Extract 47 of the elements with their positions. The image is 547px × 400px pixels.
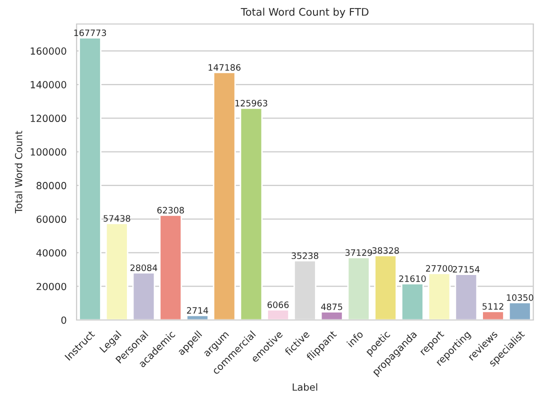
x-axis-title: Label bbox=[292, 383, 318, 391]
data-label: 10350 bbox=[506, 294, 534, 301]
y-tick-label: 140000 bbox=[30, 81, 66, 88]
y-tick-label: 0 bbox=[61, 316, 66, 324]
y-tick-label: 40000 bbox=[36, 249, 66, 257]
y-tick-label: 100000 bbox=[30, 148, 66, 156]
bar bbox=[347, 256, 370, 320]
data-label: 57438 bbox=[104, 215, 130, 222]
data-label: 147186 bbox=[208, 64, 240, 71]
bar bbox=[266, 309, 290, 320]
bar bbox=[294, 260, 316, 320]
data-label: 6066 bbox=[268, 301, 289, 308]
data-label: 125963 bbox=[235, 100, 268, 106]
bar bbox=[508, 302, 532, 320]
bar bbox=[212, 72, 236, 320]
bar bbox=[400, 282, 424, 320]
data-label: 28084 bbox=[130, 264, 158, 272]
y-tick-label: 160000 bbox=[30, 47, 66, 55]
data-label: 27154 bbox=[452, 266, 480, 273]
y-tick-label: 80000 bbox=[36, 182, 66, 190]
bar bbox=[374, 254, 397, 320]
y-tick-label: 20000 bbox=[36, 282, 66, 290]
y-tick-label: 120000 bbox=[30, 114, 66, 122]
data-label: 4875 bbox=[321, 303, 342, 310]
data-label: 62308 bbox=[157, 206, 184, 214]
bar bbox=[78, 37, 102, 320]
data-label: 38328 bbox=[372, 247, 399, 254]
bar bbox=[454, 274, 478, 320]
bar bbox=[186, 314, 209, 320]
data-label: 37129 bbox=[345, 249, 372, 256]
bar bbox=[320, 311, 344, 320]
bar bbox=[240, 107, 263, 320]
data-label: 2714 bbox=[186, 307, 208, 314]
bar bbox=[105, 222, 128, 320]
y-tick-label: 60000 bbox=[36, 216, 66, 223]
data-label: 167773 bbox=[74, 30, 106, 36]
data-label: 35238 bbox=[292, 252, 318, 260]
data-label: 5112 bbox=[482, 303, 504, 310]
x-tick-label: info bbox=[346, 330, 364, 348]
bar bbox=[482, 310, 504, 320]
bar bbox=[132, 272, 156, 320]
data-label: 27700 bbox=[426, 265, 453, 272]
chart-title: Total Word Count by FTD bbox=[240, 8, 368, 18]
bar bbox=[428, 272, 451, 320]
bar bbox=[159, 214, 182, 320]
y-axis-title: Total Word Count bbox=[14, 130, 22, 214]
data-label: 21610 bbox=[399, 275, 426, 282]
